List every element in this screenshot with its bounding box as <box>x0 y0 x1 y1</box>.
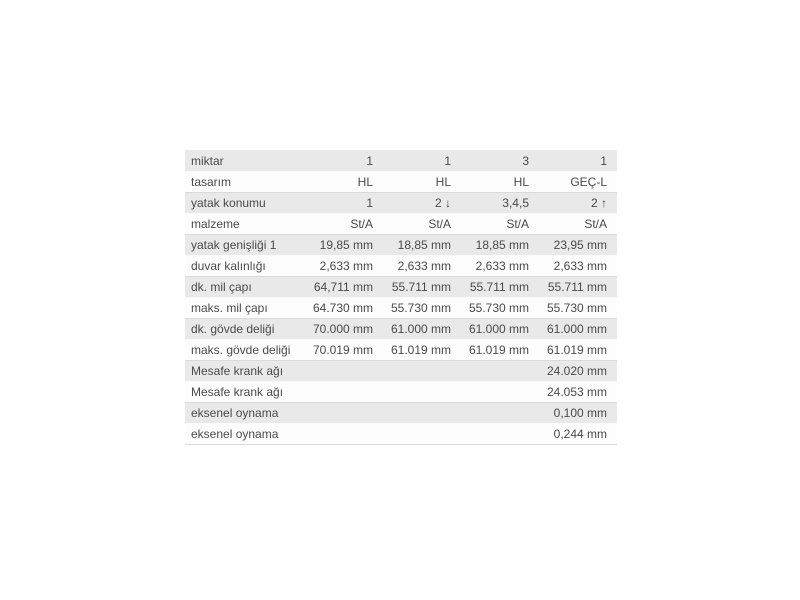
cell-value: 55.730 mm <box>546 301 607 315</box>
cell-value: 23,95 mm <box>553 238 607 252</box>
cell-value: 64.730 mm <box>312 301 373 315</box>
cell-value: St/A <box>584 217 607 231</box>
cell-value: 18,85 mm <box>475 238 529 252</box>
row-label: maks. gövde deliği <box>191 343 291 357</box>
cell-value: 61.019 mm <box>468 343 529 357</box>
cell-value <box>461 424 539 444</box>
table-row: duvar kalınlığı 2,633 mm 2,633 mm 2,633 mm 2… <box>185 256 617 277</box>
table-row: yatak genişliği 1 19,85 mm 18,85 mm 18,85 m… <box>185 235 617 256</box>
cell-value: 3 <box>522 154 529 168</box>
table-row: dk. gövde deliği 70.000 mm 61.000 mm 61.000… <box>185 319 617 340</box>
cell-value: 55.711 mm <box>391 280 451 294</box>
row-label: maks. mil çapı <box>191 301 268 315</box>
table-row: malzeme St/A St/A St/A St/A <box>185 214 617 235</box>
table-row: Mesafe krank ağı 24.020 mm <box>185 361 617 382</box>
cell-value: 18,85 mm <box>397 238 451 252</box>
cell-value: 61.019 mm <box>546 343 607 357</box>
cell-value: 55.730 mm <box>390 301 451 315</box>
cell-value: 0,100 mm <box>553 406 607 420</box>
cell-value <box>305 361 383 381</box>
cell-value: 2 ↑ <box>590 196 607 210</box>
table-row: yatak konumu 1 2 ↓ 3,4,5 2 ↑ <box>185 193 617 214</box>
cell-value: 55.711 mm <box>469 280 529 294</box>
row-label: yatak genişliği 1 <box>191 238 277 252</box>
cell-value: 2,633 mm <box>397 259 451 273</box>
cell-value: HL <box>513 175 529 189</box>
row-label: dk. gövde deliği <box>191 322 275 336</box>
table-row: dk. mil çapı 64,711 mm 55.711 mm 55.711 mm 5… <box>185 277 617 298</box>
cell-value: 61.019 mm <box>390 343 451 357</box>
cell-value: 61.000 mm <box>468 322 529 336</box>
cell-value: 61.000 mm <box>390 322 451 336</box>
row-label: malzeme <box>191 217 240 231</box>
row-label: Mesafe krank ağı <box>191 385 284 399</box>
cell-value: St/A <box>350 217 373 231</box>
cell-value: 1 <box>366 154 373 168</box>
row-label: yatak konumu <box>191 196 266 210</box>
table-row: eksenel oynama 0,244 mm <box>185 424 617 445</box>
cell-value: 55.730 mm <box>468 301 529 315</box>
row-label: miktar <box>191 154 224 168</box>
row-label: eksenel oynama <box>191 427 279 441</box>
cell-value: 70.019 mm <box>312 343 373 357</box>
table-row: maks. gövde deliği 70.019 mm 61.019 mm 61.0… <box>185 340 617 361</box>
cell-value: 64,711 mm <box>313 280 373 294</box>
table-row: eksenel oynama 0,100 mm <box>185 403 617 424</box>
cell-value: 24.020 mm <box>546 364 607 378</box>
cell-value <box>383 382 461 402</box>
cell-value: 3,4,5 <box>502 196 529 210</box>
spec-table: miktar 1 1 3 1 tasarım HL HL HL GEÇ-L yatak konumu… <box>185 150 617 445</box>
cell-value: HL <box>357 175 373 189</box>
cell-value: 0,244 mm <box>553 427 607 441</box>
cell-value: 24.053 mm <box>546 385 607 399</box>
cell-value <box>305 424 383 444</box>
table-row: Mesafe krank ağı 24.053 mm <box>185 382 617 403</box>
cell-value: 1 <box>444 154 451 168</box>
table-row: miktar 1 1 3 1 <box>185 151 617 172</box>
cell-value: St/A <box>428 217 451 231</box>
row-label: tasarım <box>191 175 232 189</box>
cell-value <box>383 403 461 423</box>
cell-value <box>383 361 461 381</box>
cell-value: 1 <box>366 196 373 210</box>
cell-value: GEÇ-L <box>570 175 607 189</box>
cell-value <box>305 403 383 423</box>
row-label: Mesafe krank ağı <box>191 364 284 378</box>
cell-value: 2,633 mm <box>553 259 607 273</box>
cell-value: 2,633 mm <box>475 259 529 273</box>
cell-value <box>383 424 461 444</box>
cell-value: 19,85 mm <box>319 238 373 252</box>
cell-value: 2,633 mm <box>319 259 373 273</box>
cell-value <box>461 361 539 381</box>
cell-value: St/A <box>506 217 529 231</box>
cell-value: 2 ↓ <box>434 196 451 210</box>
row-label: dk. mil çapı <box>191 280 252 294</box>
cell-value: 55.711 mm <box>547 280 607 294</box>
cell-value <box>461 403 539 423</box>
cell-value <box>305 382 383 402</box>
row-label: duvar kalınlığı <box>191 259 266 273</box>
table-row: maks. mil çapı 64.730 mm 55.730 mm 55.730 m… <box>185 298 617 319</box>
cell-value: 1 <box>600 154 607 168</box>
cell-value <box>461 382 539 402</box>
row-label: eksenel oynama <box>191 406 279 420</box>
table-row: tasarım HL HL HL GEÇ-L <box>185 172 617 193</box>
cell-value: 70.000 mm <box>312 322 373 336</box>
cell-value: 61.000 mm <box>546 322 607 336</box>
cell-value: HL <box>435 175 451 189</box>
